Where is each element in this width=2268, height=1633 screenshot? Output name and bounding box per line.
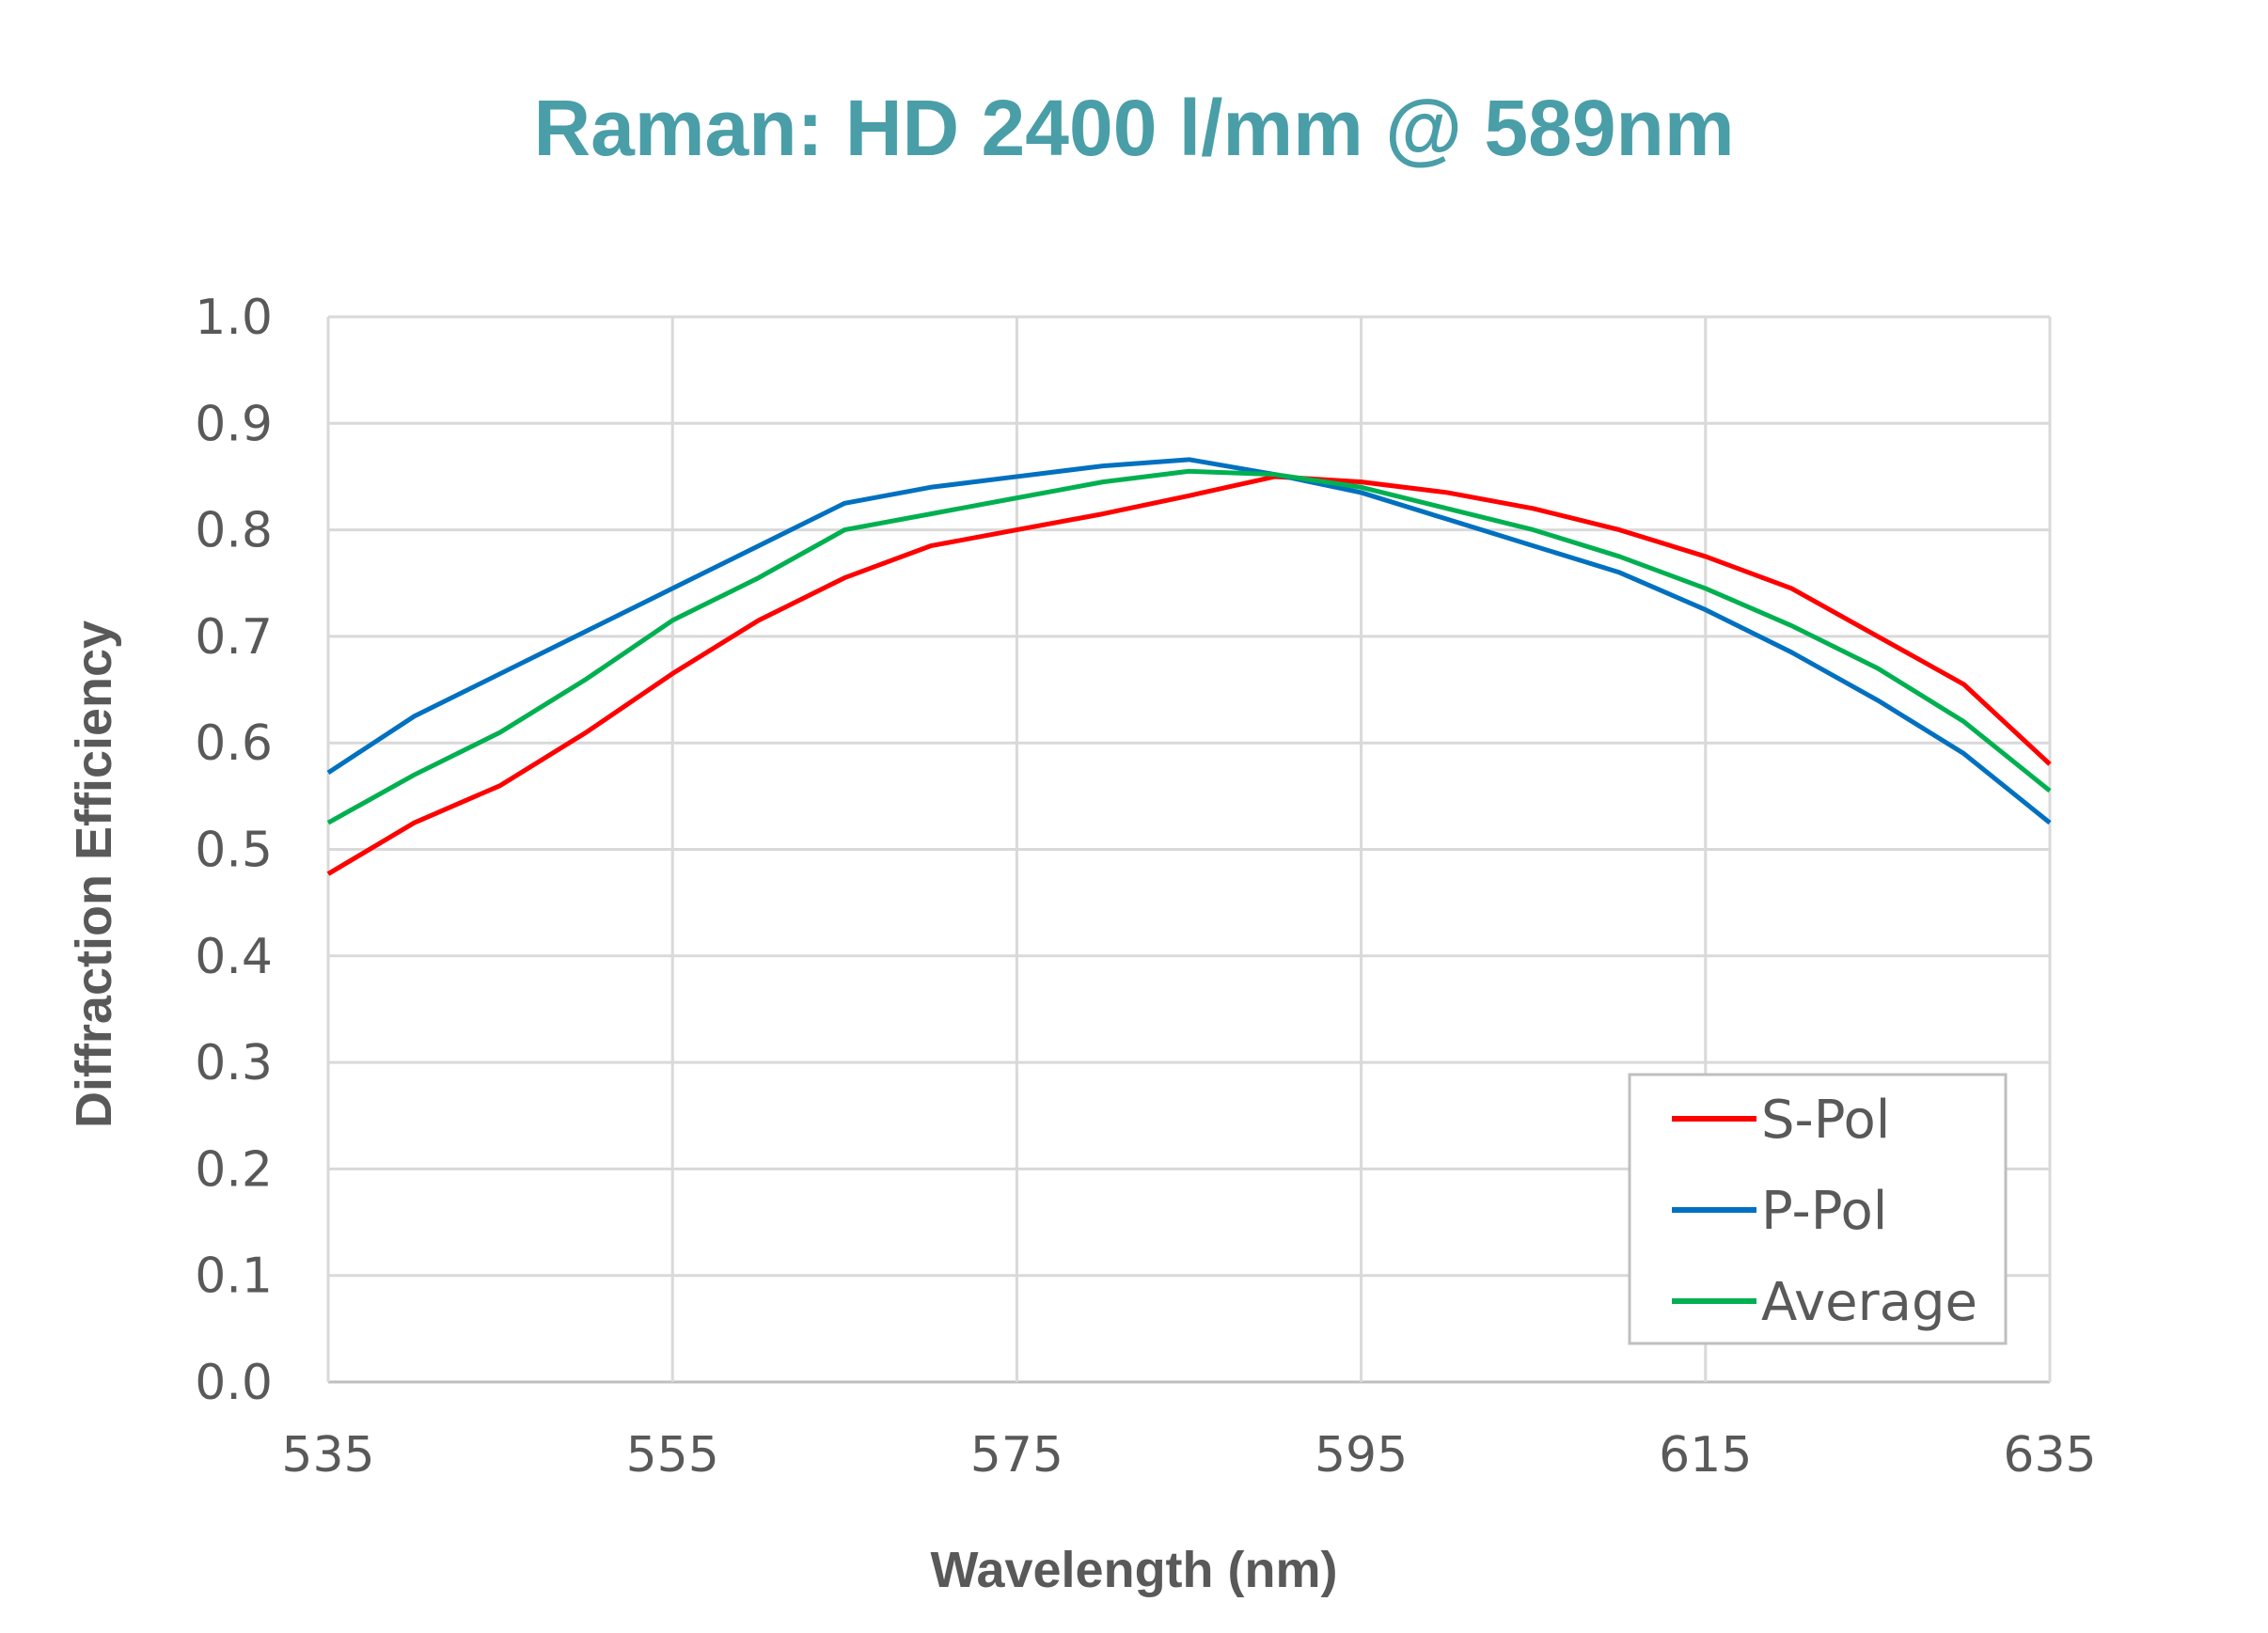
- y-tick-label: 0.3: [195, 1035, 273, 1091]
- y-tick-label: 0.1: [195, 1248, 273, 1305]
- series-line-s-pol: [326, 474, 2052, 876]
- series-line-average: [326, 468, 2052, 825]
- x-tick-label: 575: [970, 1427, 1063, 1484]
- y-tick-label: 0.9: [195, 396, 273, 452]
- x-tick-label: 535: [281, 1427, 374, 1484]
- legend-label: S-Pol: [1761, 1090, 1890, 1151]
- y-tick-label: 0.4: [195, 929, 273, 985]
- y-tick-label: 0.7: [195, 609, 273, 666]
- x-tick-label: 595: [1315, 1427, 1408, 1484]
- y-tick-label: 0.5: [195, 823, 273, 879]
- y-tick-label: 0.8: [195, 503, 273, 559]
- legend-label: Average: [1761, 1272, 1977, 1333]
- y-tick-label: 0.2: [195, 1141, 273, 1198]
- y-tick-label: 0.6: [195, 715, 273, 772]
- x-tick-label: 635: [2003, 1427, 2096, 1484]
- y-tick-label: 1.0: [195, 290, 273, 346]
- legend-label: P-Pol: [1761, 1181, 1887, 1242]
- x-axis-label: Wavelength (nm): [930, 1542, 1337, 1598]
- series-line-p-pol: [326, 457, 2052, 825]
- x-tick-label: 615: [1659, 1427, 1752, 1484]
- chart-title: Raman: HD 2400 l/mm @ 589nm: [533, 84, 1735, 172]
- y-tick-label: 0.0: [195, 1355, 273, 1411]
- x-tick-label: 555: [626, 1427, 719, 1484]
- y-axis-label: Diffraction Efficiency: [66, 620, 122, 1128]
